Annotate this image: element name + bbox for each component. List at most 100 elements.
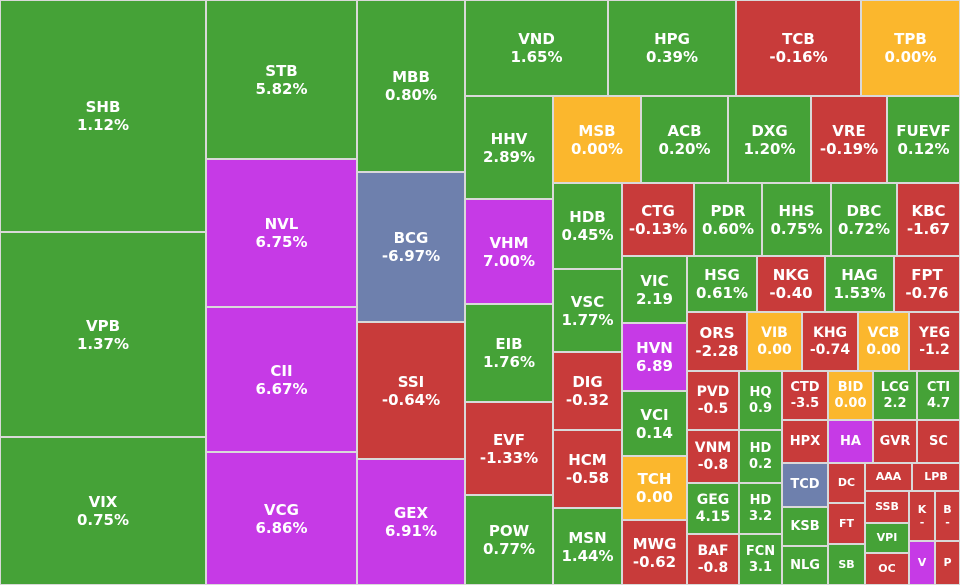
treemap-cell-ssi[interactable]: SSI -0.64% [358, 323, 464, 458]
treemap-cell-p[interactable]: P [936, 542, 959, 584]
treemap-cell-lpb[interactable]: LPB [913, 464, 959, 490]
ticker-label: MSB [578, 121, 616, 140]
treemap-cell-dc[interactable]: DC [829, 464, 864, 502]
treemap-cell-oc[interactable]: OC [866, 554, 908, 584]
treemap-cell-tcd[interactable]: TCD [783, 464, 827, 506]
treemap-cell-lcg[interactable]: LCG 2.2 [874, 372, 916, 419]
treemap-cell-bid[interactable]: BID 0.00 [829, 372, 872, 419]
treemap-cell-evf[interactable]: EVF -1.33% [466, 403, 552, 494]
treemap-cell-acb[interactable]: ACB 0.20% [642, 97, 727, 182]
treemap-cell-hpx[interactable]: HPX [783, 421, 827, 462]
treemap-cell-ctg[interactable]: CTG -0.13% [623, 184, 693, 255]
ticker-label: FT [838, 516, 855, 530]
change-label: -6.97% [381, 247, 441, 265]
treemap-cell-mwg[interactable]: MWG -0.62 [623, 521, 686, 584]
treemap-cell-vic[interactable]: VIC 2.19 [623, 257, 686, 322]
change-label: -0.76 [905, 284, 949, 302]
change-label: 0.72% [837, 219, 891, 238]
treemap-cell-b[interactable]: B- [936, 492, 959, 540]
treemap-cell-ksb[interactable]: KSB [783, 508, 827, 545]
treemap-cell-v[interactable]: V [910, 542, 934, 584]
treemap-cell-geg[interactable]: GEG 4.15 [688, 484, 738, 533]
treemap-cell-kbc[interactable]: KBC -1.67 [898, 184, 959, 255]
treemap-cell-tpb[interactable]: TPB 0.00% [862, 1, 959, 95]
treemap-cell-bcg[interactable]: BCG -6.97% [358, 173, 464, 321]
ticker-label: HD [749, 492, 772, 508]
treemap-cell-cii[interactable]: CII 6.67% [207, 308, 356, 451]
treemap-cell-hsg[interactable]: HSG 0.61% [688, 257, 756, 311]
treemap-cell-vib[interactable]: VIB 0.00 [748, 313, 801, 370]
treemap-cell-vix[interactable]: VIX 0.75% [1, 438, 205, 584]
treemap-cell-hdb[interactable]: HDB 0.45% [554, 184, 621, 268]
treemap-cell-nlg[interactable]: NLG [783, 547, 827, 584]
treemap-cell-eib[interactable]: EIB 1.76% [466, 305, 552, 401]
treemap-cell-stb[interactable]: STB 5.82% [207, 1, 356, 158]
treemap-cell-hd[interactable]: HD 0.2 [740, 431, 781, 482]
treemap-cell-ha[interactable]: HA [829, 421, 872, 462]
treemap-cell-ctd[interactable]: CTD -3.5 [783, 372, 827, 419]
treemap-cell-shb[interactable]: SHB 1.12% [1, 1, 205, 231]
treemap-cell-pow[interactable]: POW 0.77% [466, 496, 552, 584]
treemap-cell-aaa[interactable]: AAA [866, 464, 911, 490]
change-label: 0.00 [635, 488, 673, 506]
treemap-cell-hag[interactable]: HAG 1.53% [826, 257, 893, 311]
treemap-cell-vcb[interactable]: VCB 0.00 [859, 313, 908, 370]
treemap-cell-hhv[interactable]: HHV 2.89% [466, 97, 552, 198]
treemap-cell-vpb[interactable]: VPB 1.37% [1, 233, 205, 436]
treemap-cell-hcm[interactable]: HCM -0.58 [554, 431, 621, 507]
treemap-cell-nkg[interactable]: NKG -0.40 [758, 257, 824, 311]
treemap-cell-baf[interactable]: BAF -0.8 [688, 535, 738, 584]
treemap-cell-hq[interactable]: HQ 0.9 [740, 372, 781, 429]
change-label: 4.15 [695, 508, 731, 525]
treemap-cell-sb[interactable]: SB [829, 545, 864, 584]
treemap-cell-ssb[interactable]: SSB [866, 492, 908, 522]
treemap-cell-hpg[interactable]: HPG 0.39% [609, 1, 735, 95]
treemap-cell-fuevf[interactable]: FUEVF 0.12% [888, 97, 959, 182]
treemap-cell-vpi[interactable]: VPI [866, 524, 908, 552]
treemap-cell-msb[interactable]: MSB 0.00% [554, 97, 640, 182]
treemap-cell-tch[interactable]: TCH 0.00 [623, 457, 686, 519]
ticker-label: ORS [699, 323, 735, 342]
treemap-cell-cti[interactable]: CTI 4.7 [918, 372, 959, 419]
ticker-label: PDR [710, 201, 746, 220]
treemap-cell-gex[interactable]: GEX 6.91% [358, 460, 464, 584]
treemap-cell-gvr[interactable]: GVR [874, 421, 916, 462]
treemap-cell-k[interactable]: K- [910, 492, 934, 540]
change-label: 1.77% [561, 310, 614, 329]
treemap-cell-pdr[interactable]: PDR 0.60% [695, 184, 761, 255]
treemap-cell-nvl[interactable]: NVL 6.75% [207, 160, 356, 306]
treemap-cell-vcg[interactable]: VCG 6.86% [207, 453, 356, 584]
treemap-cell-hvn[interactable]: HVN 6.89 [623, 324, 686, 390]
treemap-cell-dxg[interactable]: DXG 1.20% [729, 97, 810, 182]
treemap-cell-mbb[interactable]: MBB 0.80% [358, 1, 464, 171]
ticker-label: MSN [568, 528, 607, 547]
treemap-cell-fpt[interactable]: FPT -0.76 [895, 257, 959, 311]
ticker-label: AAA [875, 470, 902, 484]
treemap-cell-vnd[interactable]: VND 1.65% [466, 1, 607, 95]
treemap-cell-vsc[interactable]: VSC 1.77% [554, 270, 621, 351]
treemap-cell-vre[interactable]: VRE -0.19% [812, 97, 886, 182]
ticker-label: VND [518, 30, 555, 48]
treemap-cell-vhm[interactable]: VHM 7.00% [466, 200, 552, 303]
change-label: 0.39% [645, 48, 699, 66]
change-label: 1.12% [76, 116, 130, 134]
treemap-cell-dig[interactable]: DIG -0.32 [554, 353, 621, 429]
change-label: -0.40 [769, 284, 813, 302]
treemap-cell-dbc[interactable]: DBC 0.72% [832, 184, 896, 255]
treemap-cell-ft[interactable]: FT [829, 504, 864, 543]
treemap-cell-vnm[interactable]: VNM -0.8 [688, 431, 738, 482]
change-label: 0.75% [770, 219, 823, 238]
treemap-cell-msn[interactable]: MSN 1.44% [554, 509, 621, 584]
ticker-label: BCG [393, 229, 429, 247]
treemap-cell-yeg[interactable]: YEG -1.2 [910, 313, 959, 370]
treemap-cell-hd[interactable]: HD 3.2 [740, 484, 781, 533]
treemap-cell-khg[interactable]: KHG -0.74 [803, 313, 857, 370]
treemap-cell-vci[interactable]: VCI 0.14 [623, 392, 686, 455]
treemap-cell-pvd[interactable]: PVD -0.5 [688, 372, 738, 429]
change-label: 6.75% [255, 233, 308, 251]
treemap-cell-ors[interactable]: ORS -2.28 [688, 313, 746, 370]
treemap-cell-hhs[interactable]: HHS 0.75% [763, 184, 830, 255]
treemap-cell-sc[interactable]: SC [918, 421, 959, 462]
treemap-cell-fcn[interactable]: FCN 3.1 [740, 535, 781, 584]
treemap-cell-tcb[interactable]: TCB -0.16% [737, 1, 860, 95]
